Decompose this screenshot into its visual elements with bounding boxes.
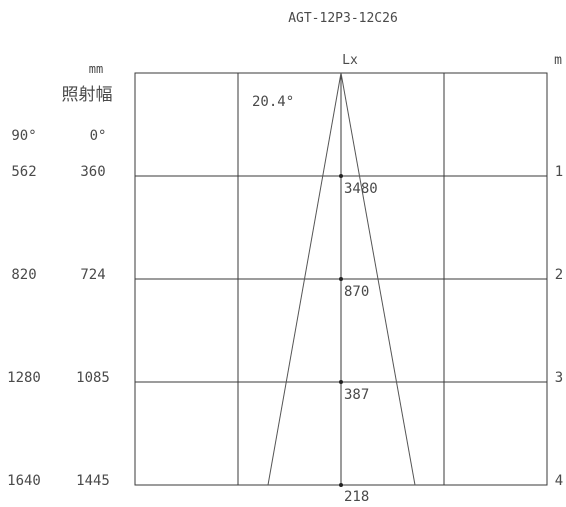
lux-1m: 3480 bbox=[344, 181, 378, 197]
model-title: AGT-12P3-12C26 bbox=[288, 11, 398, 26]
center-point-4m bbox=[339, 483, 343, 487]
center-point-2m bbox=[339, 277, 343, 281]
width-0-3m: 1085 bbox=[76, 370, 110, 386]
width-label: 照射幅 bbox=[62, 85, 113, 105]
lux-2m: 870 bbox=[344, 284, 369, 300]
width-90-3m: 1280 bbox=[7, 370, 41, 386]
width-0-4m: 1445 bbox=[76, 473, 110, 489]
column-0-header: 0° bbox=[90, 128, 107, 144]
distance-3m: 3 bbox=[555, 370, 563, 386]
width-0-1m: 360 bbox=[80, 164, 105, 180]
width-0-2m: 724 bbox=[80, 267, 105, 283]
center-point-3m bbox=[339, 380, 343, 384]
width-90-4m: 1640 bbox=[7, 473, 41, 489]
center-lux-label: Lx bbox=[342, 53, 358, 68]
width-90-1m: 562 bbox=[11, 164, 36, 180]
distance-4m: 4 bbox=[555, 473, 563, 489]
column-90-header: 90° bbox=[11, 128, 36, 144]
distance-unit-label: m bbox=[554, 53, 562, 68]
width-90-2m: 820 bbox=[11, 267, 36, 283]
beam-edge-left bbox=[267, 72, 342, 486]
distance-2m: 2 bbox=[555, 267, 563, 283]
distance-1m: 1 bbox=[555, 164, 563, 180]
beam-angle-label: 20.4° bbox=[252, 94, 294, 110]
width-unit-label: mm bbox=[89, 62, 103, 76]
beam-edge-right bbox=[340, 72, 416, 486]
lux-3m: 387 bbox=[344, 387, 369, 403]
center-point-1m bbox=[339, 174, 343, 178]
lux-4m: 218 bbox=[344, 489, 369, 505]
